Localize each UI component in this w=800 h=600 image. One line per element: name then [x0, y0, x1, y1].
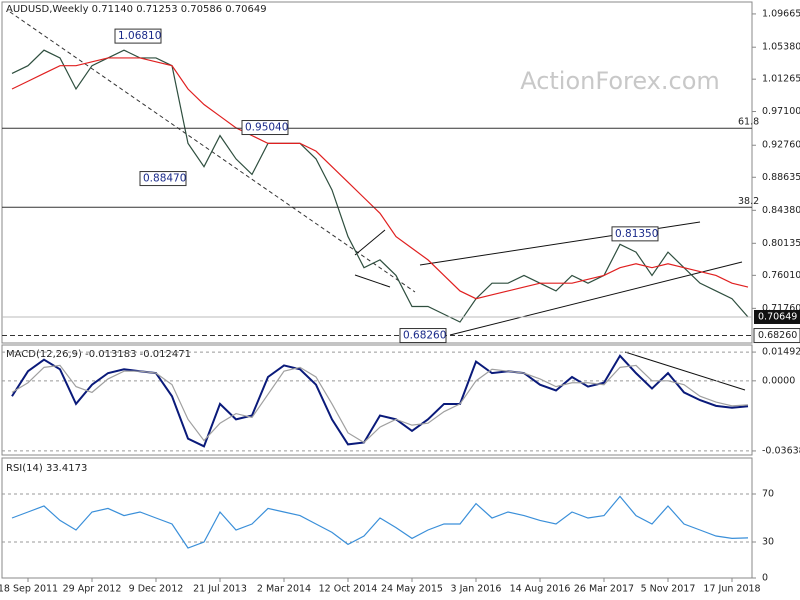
- annotation-label: 0.68260: [403, 330, 446, 342]
- annotation-box: [139, 171, 187, 187]
- series-line: [11, 495, 749, 549]
- x-tick-label: 17 Jun 2018: [703, 584, 760, 595]
- y-tick-label: 0.80135: [762, 238, 800, 249]
- y-tick-label: 1.05380: [762, 42, 800, 53]
- macd-trend-line: [624, 351, 746, 391]
- x-tick-label: 2 Mar 2014: [257, 584, 311, 595]
- y-tick-label: 0.76010: [762, 270, 800, 281]
- annotation-label: 0.88470: [143, 173, 186, 185]
- y-tick-label: 0.92760: [762, 140, 800, 151]
- y-tick-label: 70: [762, 489, 774, 500]
- fib-label: 38.2: [738, 196, 759, 207]
- x-tick-label: 24 May 2015: [381, 584, 443, 595]
- y-tick-label: -0.036389: [762, 445, 800, 456]
- x-tick-label: 9 Dec 2012: [129, 584, 184, 595]
- y-tick-label: 0.0000: [762, 375, 795, 386]
- series-line: [11, 354, 749, 448]
- annotation-box: [114, 28, 162, 44]
- y-tick-label: 0.97100: [762, 106, 800, 117]
- y-tick-label: 1.01265: [762, 74, 800, 85]
- trend-line: [9, 11, 416, 293]
- y-tick-label: 0: [762, 573, 768, 584]
- channel-line: [449, 261, 743, 336]
- price-tag-label: 0.68260: [758, 330, 797, 341]
- x-tick-label: 3 Jan 2016: [451, 584, 502, 595]
- chart-title: AUDUSD,Weekly 0.71140 0.71253 0.70586 0.…: [6, 4, 267, 15]
- x-tick-label: 18 Sep 2011: [0, 584, 58, 595]
- fib-label: 61.8: [738, 117, 759, 128]
- rsi-panel: [1, 457, 753, 579]
- annotation-box: [611, 226, 659, 242]
- x-tick-label: 5 Nov 2017: [641, 584, 696, 595]
- flag-line: [354, 229, 386, 256]
- annotation-label: 0.81350: [615, 228, 658, 240]
- annotation-label: 1.06810: [118, 30, 161, 42]
- annotation-box: [241, 120, 289, 136]
- series-line: [11, 49, 749, 323]
- rsi-title: RSI(14) 33.4173: [6, 463, 87, 474]
- price-panel: [1, 1, 753, 344]
- annotation-box: [399, 328, 447, 344]
- macd-title: MACD(12,26,9) -0.013183 -0.012471: [6, 349, 191, 360]
- y-tick-label: 1.09665: [762, 8, 800, 19]
- flag-line: [354, 274, 391, 288]
- x-tick-label: 26 Mar 2017: [574, 584, 634, 595]
- series-line: [11, 364, 749, 444]
- x-tick-label: 29 Apr 2012: [63, 584, 122, 595]
- series-line: [11, 57, 749, 300]
- y-tick-label: 0.71760: [762, 303, 800, 314]
- annotation-label: 0.95040: [245, 122, 288, 134]
- y-tick-label: 30: [762, 537, 774, 548]
- x-tick-label: 12 Oct 2014: [319, 584, 378, 595]
- last-price-label: 0.70649: [758, 311, 797, 322]
- macd-panel: [1, 344, 753, 456]
- x-tick-label: 14 Aug 2016: [510, 584, 571, 595]
- last-price-tag: [754, 309, 800, 324]
- y-tick-label: 0.88635: [762, 172, 800, 183]
- y-tick-label: 0.84380: [762, 205, 800, 216]
- y-tick-label: 0.014925: [762, 347, 800, 358]
- x-tick-label: 21 Jul 2013: [193, 584, 247, 595]
- watermark: ActionForex.com: [520, 67, 720, 95]
- price-tag: [753, 328, 800, 344]
